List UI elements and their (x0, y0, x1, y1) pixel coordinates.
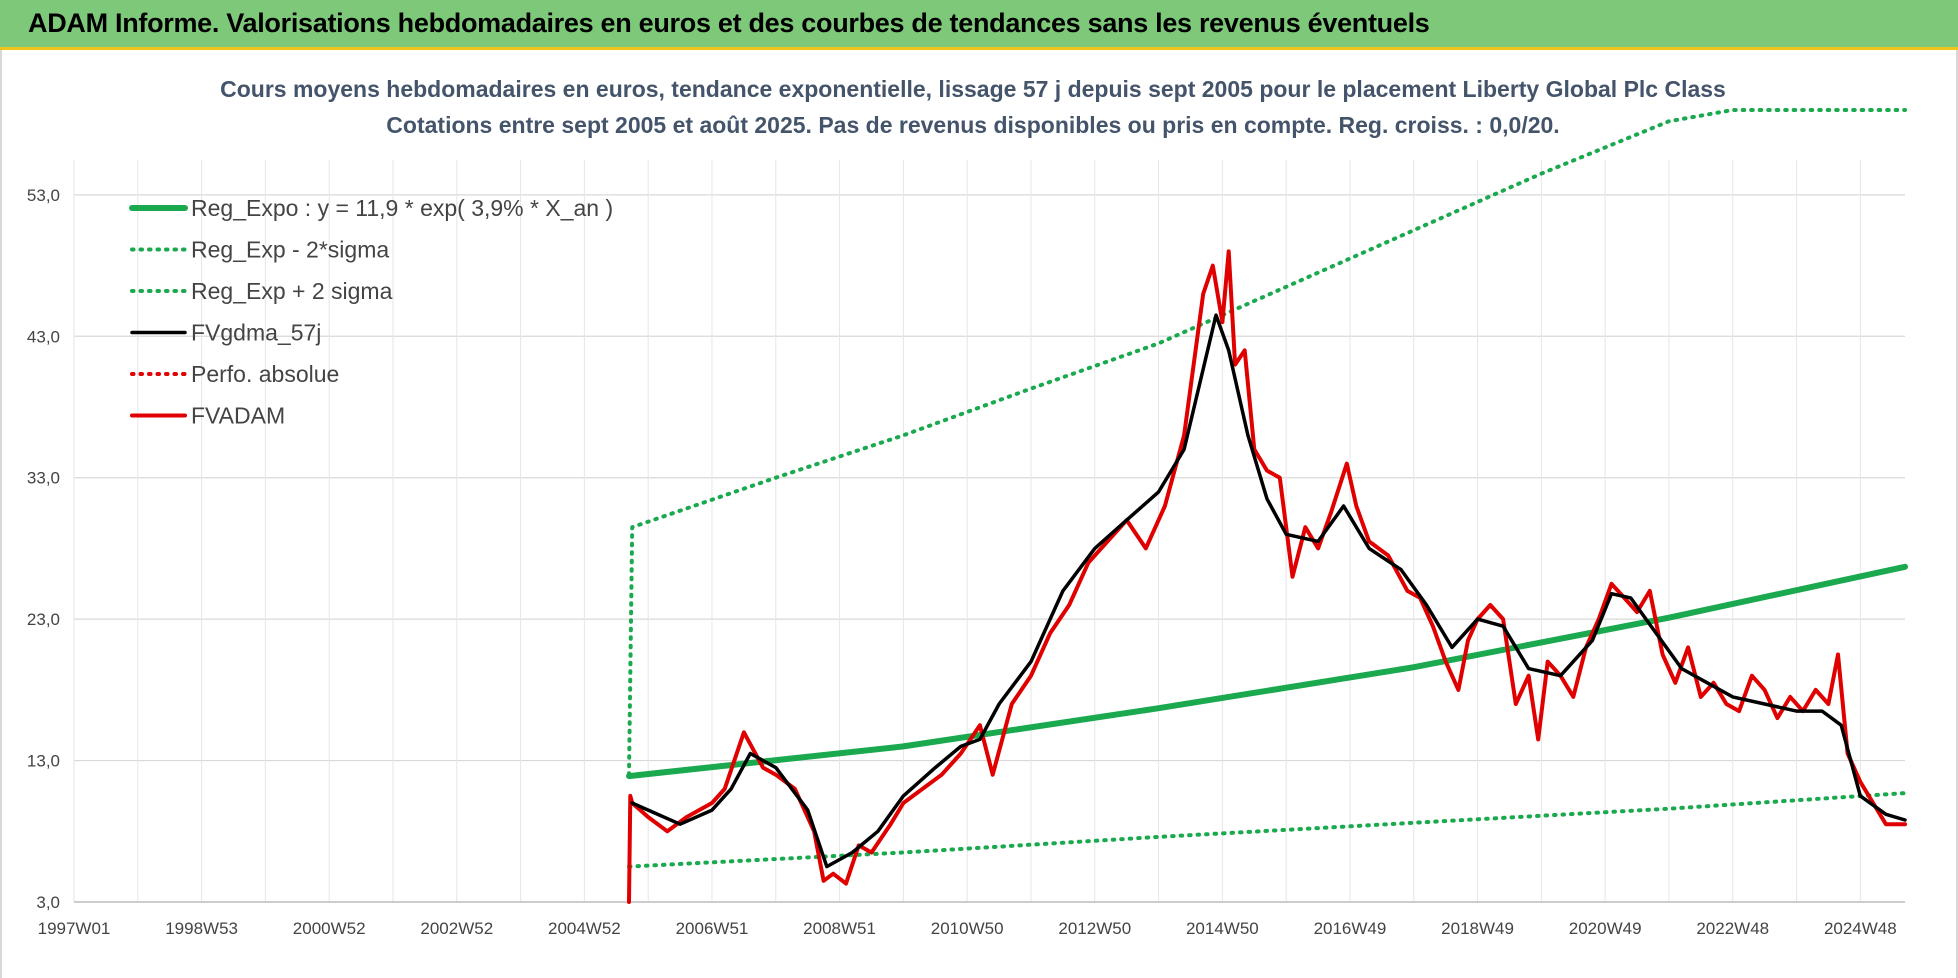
y-axis: 3,0 13,0 23,0 33,0 43,0 53,0 (27, 186, 60, 912)
page-title: ADAM Informe. Valorisations hebdomadaire… (28, 8, 1430, 38)
x-tick-label: 2020W49 (1569, 919, 1642, 938)
x-tick-label: 2018W49 (1441, 919, 1514, 938)
legend-label: Reg_Exp - 2*sigma (191, 237, 389, 263)
legend-label: FVADAM (191, 403, 285, 429)
x-tick-label: 2024W48 (1824, 919, 1897, 938)
chart: Cours moyens hebdomadaires en euros, ten… (27, 76, 1908, 938)
series-line-3 (630, 313, 1907, 869)
y-tick-label: 33,0 (27, 469, 60, 488)
series-line-2 (627, 108, 1907, 777)
y-tick-label: 3,0 (36, 893, 60, 912)
chart-title: Cours moyens hebdomadaires en euros, ten… (220, 76, 1726, 102)
x-tick-label: 2022W48 (1696, 919, 1769, 938)
series-line-1 (627, 791, 1907, 869)
y-tick-label: 13,0 (27, 752, 60, 771)
x-tick-label: 2008W51 (803, 919, 876, 938)
y-tick-label: 23,0 (27, 610, 60, 629)
x-tick-label: 2002W52 (420, 919, 493, 938)
x-tick-label: 2006W51 (676, 919, 749, 938)
x-tick-label: 2004W52 (548, 919, 621, 938)
series-line-0 (626, 563, 1908, 780)
legend-label: FVgdma_57j (191, 320, 321, 346)
x-axis: 1997W01 1998W53 2000W52 2002W52 2004W52 2006W… (38, 919, 1897, 938)
y-tick-label: 43,0 (27, 327, 60, 346)
x-tick-label: 1998W53 (165, 919, 238, 938)
plot-area (626, 108, 1908, 904)
x-tick-label: 2010W50 (931, 919, 1004, 938)
legend: Reg_Expo : y = 11,9 * exp( 3,9% * X_an )… (129, 195, 613, 429)
series-line-5 (627, 249, 1907, 904)
x-tick-label: 1997W01 (38, 919, 111, 938)
y-tick-label: 53,0 (27, 186, 60, 205)
header-bar: ADAM Informe. Valorisations hebdomadaire… (0, 0, 1958, 50)
x-tick-label: 2012W50 (1058, 919, 1131, 938)
x-tick-label: 2014W50 (1186, 919, 1259, 938)
legend-label: Perfo. absolue (191, 361, 339, 387)
x-tick-label: 2000W52 (293, 919, 366, 938)
x-tick-label: 2016W49 (1314, 919, 1387, 938)
legend-label: Reg_Exp + 2 sigma (191, 278, 393, 304)
chart-frame: Cours moyens hebdomadaires en euros, ten… (0, 50, 1958, 978)
chart-subtitle: Cotations entre sept 2005 et août 2025. … (386, 112, 1559, 138)
legend-label: Reg_Expo : y = 11,9 * exp( 3,9% * X_an ) (191, 195, 613, 221)
chart-grid (73, 160, 1905, 903)
